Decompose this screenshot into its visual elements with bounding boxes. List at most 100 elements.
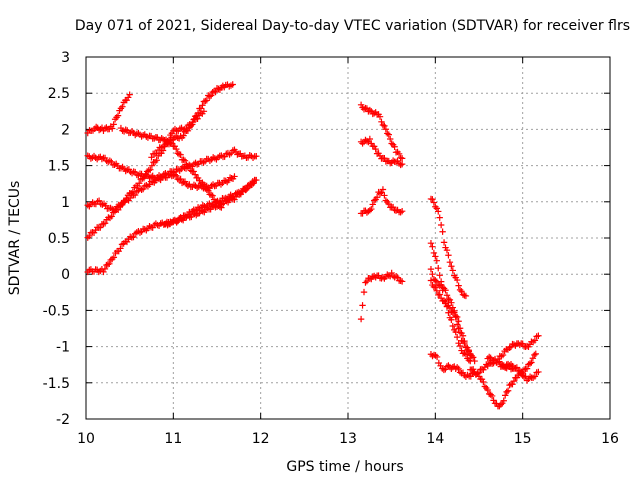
data-point <box>433 257 440 264</box>
data-point <box>366 135 374 143</box>
data-point <box>251 176 258 184</box>
data-point <box>453 364 461 371</box>
data-point <box>379 121 387 129</box>
data-point <box>210 87 218 95</box>
data-point <box>184 182 192 189</box>
data-point <box>453 313 461 321</box>
data-point <box>529 355 537 362</box>
data-point <box>493 359 500 366</box>
data-point <box>395 150 403 158</box>
data-point <box>184 127 192 135</box>
data-point <box>443 247 451 254</box>
data-point <box>181 212 189 219</box>
series-arc-1 <box>84 91 133 137</box>
data-point <box>199 102 206 109</box>
data-point <box>429 270 436 278</box>
data-point <box>119 103 126 110</box>
data-point <box>192 159 199 166</box>
data-point <box>500 397 507 404</box>
x-tick-label: 10 <box>77 431 95 447</box>
data-point <box>531 373 539 380</box>
data-point <box>436 291 443 298</box>
data-point <box>234 151 241 158</box>
data-point <box>439 284 446 291</box>
y-tick-label: 0.5 <box>48 231 70 247</box>
data-point <box>180 156 187 163</box>
data-point <box>433 205 440 212</box>
data-point <box>219 82 227 89</box>
data-point <box>135 180 143 187</box>
data-point <box>111 161 118 169</box>
data-point <box>497 401 505 408</box>
data-point <box>97 224 104 231</box>
series-arc-19 <box>484 332 542 366</box>
data-point <box>110 254 118 261</box>
data-point <box>395 160 403 167</box>
data-point <box>371 110 378 117</box>
x-tick-label: 13 <box>339 431 357 447</box>
data-point <box>443 292 451 299</box>
y-tick-label: 2 <box>61 122 70 138</box>
data-point <box>191 171 199 178</box>
data-point <box>518 368 525 375</box>
data-point <box>206 93 213 100</box>
data-point <box>488 392 496 400</box>
data-point <box>191 207 199 215</box>
data-point <box>231 173 238 180</box>
data-point <box>432 203 439 210</box>
data-point <box>510 377 518 385</box>
data-point <box>445 295 452 303</box>
data-point <box>171 171 178 178</box>
data-point <box>382 126 390 133</box>
data-point <box>121 198 128 206</box>
data-point <box>531 337 539 344</box>
data-point <box>465 348 473 355</box>
data-point <box>433 353 441 361</box>
data-point <box>449 322 456 330</box>
data-point <box>130 233 137 241</box>
data-point <box>229 81 236 88</box>
data-point <box>360 288 368 296</box>
data-point <box>238 188 245 196</box>
data-point <box>535 332 542 339</box>
data-point <box>109 125 116 132</box>
data-point <box>357 315 365 323</box>
data-point <box>359 302 366 309</box>
series-arc-10 <box>357 135 406 169</box>
data-point <box>136 229 144 236</box>
data-point <box>388 269 395 277</box>
data-point <box>453 333 461 341</box>
data-point <box>193 112 200 119</box>
data-point <box>177 175 184 183</box>
data-point <box>451 309 458 316</box>
data-point <box>151 158 159 166</box>
data-point <box>394 274 401 281</box>
x-axis-label: GPS time / hours <box>286 459 403 475</box>
data-point <box>468 352 475 360</box>
data-point <box>455 282 462 289</box>
data-point <box>131 191 139 199</box>
data-point <box>253 152 260 160</box>
data-point <box>462 343 470 351</box>
data-point <box>378 189 385 196</box>
data-point <box>446 304 454 312</box>
data-point <box>381 122 388 130</box>
data-point <box>129 188 137 195</box>
data-point <box>86 232 93 240</box>
y-tick-label: -1 <box>56 340 70 356</box>
x-tick-label: 16 <box>601 431 619 447</box>
data-point <box>440 239 448 246</box>
data-point <box>490 397 497 404</box>
data-point <box>429 243 436 250</box>
data-point <box>433 278 440 285</box>
data-point <box>398 278 406 285</box>
data-point <box>193 207 200 214</box>
series-arc-20 <box>497 360 542 384</box>
data-point <box>217 181 225 188</box>
data-point <box>448 263 455 270</box>
series-arc-8 <box>161 176 258 229</box>
data-point <box>378 118 385 126</box>
data-point <box>189 121 196 128</box>
data-point <box>443 363 451 370</box>
data-point <box>101 220 109 227</box>
